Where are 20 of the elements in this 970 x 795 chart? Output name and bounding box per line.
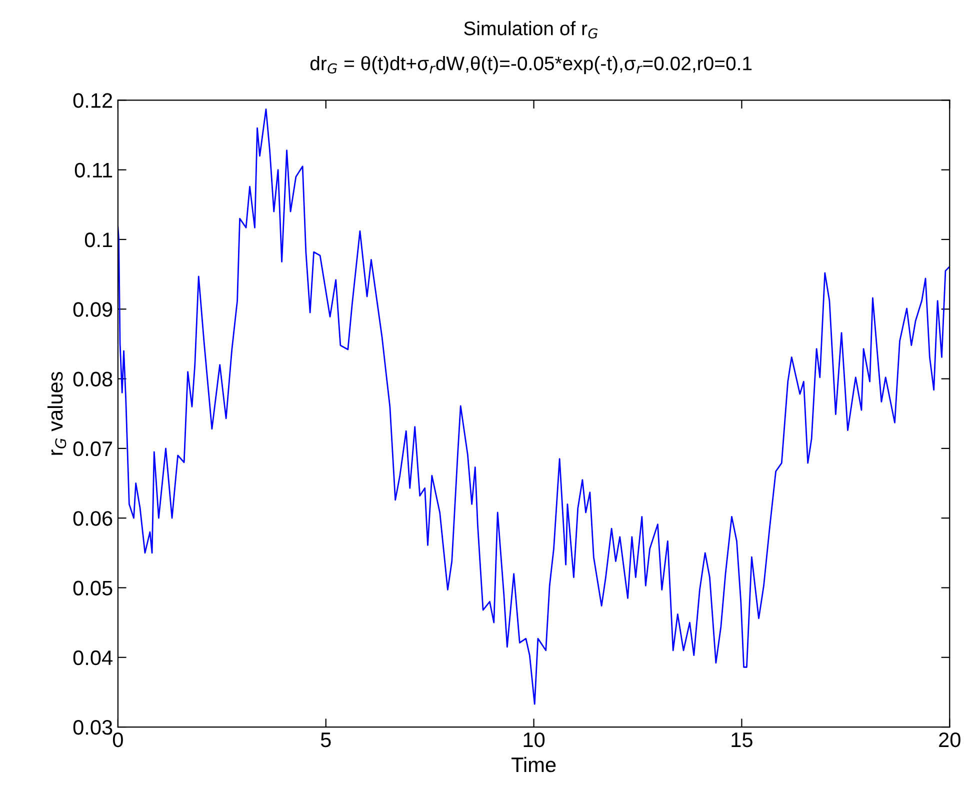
y-tick-label: 0.12	[73, 93, 112, 108]
y-tick-label: 0.04	[73, 650, 112, 666]
y-tick-label: 0.1	[84, 232, 112, 248]
y-tick-label: 0.03	[73, 720, 112, 735]
chart-subtitle: dr$_{G}$ = θ(t)dt+σ$_{r}$dW,θ(t)=-0.05*exp(-t),σ$_{r}$=0.02,r0=0.1	[310, 56, 752, 74]
y-tick-label: 0.11	[74, 162, 112, 178]
y-axis-title: r$_{G}$ values	[47, 372, 66, 455]
y-tick-label: 0.09	[73, 302, 112, 317]
x-axis-title: Time	[512, 756, 556, 772]
x-tick-label: 10	[524, 732, 545, 748]
x-tick-label: 0	[112, 732, 123, 748]
y-tick-label: 0.08	[73, 372, 112, 387]
x-tick-label: 15	[732, 732, 752, 748]
y-tick-label: 0.06	[73, 511, 112, 526]
x-tick-label: 5	[320, 732, 331, 748]
y-tick-label: 0.07	[73, 441, 112, 456]
x-tick-label: 20	[939, 732, 960, 748]
y-tick-label: 0.05	[73, 580, 112, 596]
chart-title: Simulation of r$_{G}$	[464, 21, 598, 39]
line-series	[118, 108, 950, 705]
